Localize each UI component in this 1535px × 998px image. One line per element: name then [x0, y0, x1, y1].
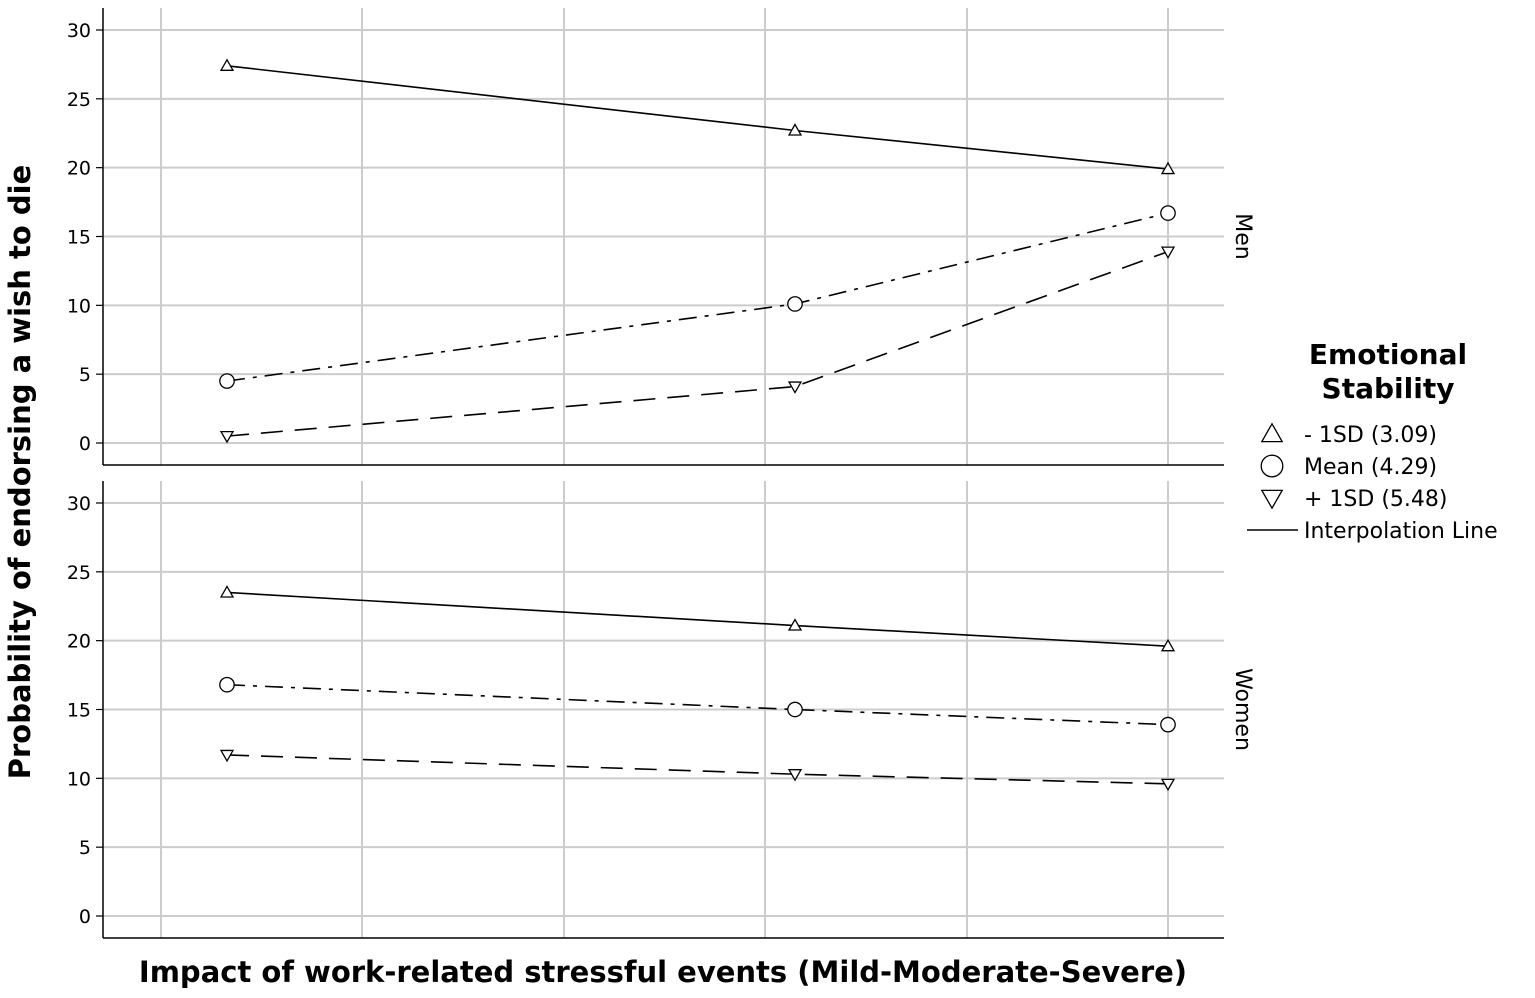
- series-line-3: [226, 250, 1169, 437]
- data-point: [1160, 716, 1176, 733]
- legend-label: Interpolation Line: [1304, 519, 1498, 544]
- data-point: [787, 296, 803, 312]
- y-tick-label: 5: [79, 837, 91, 859]
- y-tick-label: 25: [67, 89, 91, 111]
- y-tick-label: 30: [67, 20, 91, 42]
- y-tick-label: 5: [79, 364, 91, 386]
- data-point: [787, 701, 803, 718]
- data-point: [787, 769, 803, 782]
- data-point: [219, 430, 235, 444]
- y-axis-title: Probability of endorsing a wish to die: [3, 165, 37, 780]
- series-line-3: [226, 754, 1169, 785]
- legend-label: Mean (4.29): [1304, 455, 1437, 480]
- data-point: [1160, 161, 1176, 175]
- legend: Emotional Stability - 1SD (3.09) Mean (4.…: [1247, 338, 1498, 544]
- series-line-2: [226, 212, 1169, 382]
- data-point: [787, 123, 803, 136]
- panel-label-men: Men: [1230, 213, 1255, 259]
- legend-entry: Interpolation Line: [1247, 519, 1498, 544]
- legend-label: + 1SD (5.48): [1304, 487, 1447, 512]
- y-tick-label: 25: [67, 562, 91, 584]
- data-point: [1160, 205, 1176, 221]
- y-tick-label: 0: [79, 433, 91, 455]
- y-tick-label: 10: [67, 768, 91, 790]
- data-point: [219, 58, 235, 71]
- series-line-1: [226, 64, 1169, 170]
- legend-entries: - 1SD (3.09) Mean (4.29) + 1SD (5.48) Inter…: [1247, 422, 1498, 544]
- data-point: [787, 618, 803, 631]
- legend-entry: + 1SD (5.48): [1260, 487, 1447, 512]
- series-line-2: [226, 683, 1169, 726]
- y-tick-label: 15: [67, 700, 91, 722]
- y-tick-label: 15: [67, 227, 91, 249]
- x-axis-title: Impact of work-related stressful events …: [139, 955, 1187, 989]
- data-point: [219, 585, 235, 598]
- panel-label-women: Women: [1230, 668, 1255, 751]
- legend-marker: [1260, 454, 1284, 478]
- y-tick-label: 20: [67, 631, 91, 653]
- data-point: [219, 676, 235, 693]
- panel-men: 0 5 10 15 20 25 30 Men: [67, 8, 1255, 466]
- y-tick-label: 30: [67, 493, 91, 515]
- series-line-1: [226, 591, 1169, 647]
- legend-title: Emotional: [1309, 338, 1467, 371]
- data-point: [787, 381, 803, 394]
- data-point: [219, 749, 235, 763]
- data-point: [1160, 246, 1176, 259]
- legend-title-line-2: Stability: [1322, 372, 1455, 405]
- data-point: [1160, 638, 1176, 652]
- y-tick-label: 0: [79, 906, 91, 928]
- data-point: [1160, 778, 1176, 792]
- legend-entry: Mean (4.29): [1260, 454, 1437, 480]
- legend-label: - 1SD (3.09): [1304, 423, 1437, 448]
- legend-marker: [1260, 422, 1284, 443]
- panel-women: 0 5 10 15 20 25 30 Women: [67, 481, 1255, 939]
- legend-entry: - 1SD (3.09): [1260, 422, 1437, 448]
- data-point: [219, 373, 235, 389]
- panels: 0 5 10 15 20 25 30 Men 0 5 10 15 20 25 30 Women: [67, 8, 1255, 939]
- legend-marker: [1260, 489, 1284, 510]
- y-tick-label: 10: [67, 295, 91, 317]
- y-tick-label: 20: [67, 158, 91, 180]
